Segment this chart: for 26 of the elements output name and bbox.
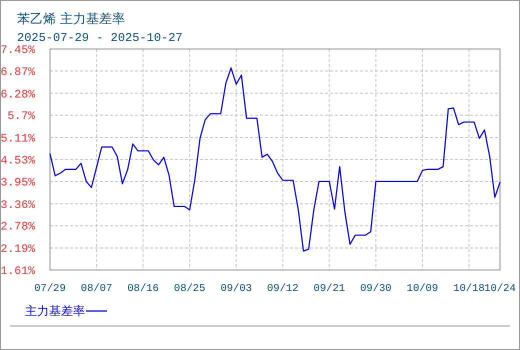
x-tick-label: 09/21 <box>314 283 346 295</box>
x-tick-label: 08/07 <box>80 283 112 295</box>
chart-subtitle: 2025-07-29 - 2025-10-27 <box>17 31 183 45</box>
x-tick-label: 10/09 <box>406 283 438 295</box>
x-tick-label: 09/03 <box>220 283 252 295</box>
y-tick-label: 5.11% <box>0 132 36 146</box>
x-tick-label: 08/25 <box>174 283 206 295</box>
chart-title: 苯乙烯 主力基差率 <box>17 11 126 27</box>
x-tick-label: 09/30 <box>360 283 392 295</box>
x-tick-label: 08/16 <box>127 283 159 295</box>
y-tick-label: 3.95% <box>0 176 36 190</box>
x-tick-label: 10/24 <box>484 283 516 295</box>
x-tick-label: 07/29 <box>34 283 66 295</box>
line-series <box>49 67 501 252</box>
y-tick-label: 6.28% <box>0 88 36 102</box>
y-tick-label: 6.87% <box>0 66 36 79</box>
x-tick-label: 09/12 <box>267 283 299 295</box>
y-tick-label: 7.45% <box>0 44 36 57</box>
y-tick-label: 2.78% <box>0 220 36 234</box>
y-tick-label: 5.7% <box>7 110 36 124</box>
legend-label: 主力基差率 <box>25 304 85 318</box>
y-tick-label: 2.19% <box>0 243 36 256</box>
y-tick-label: 3.36% <box>0 198 36 212</box>
y-tick-label: 4.53% <box>0 154 36 168</box>
y-tick-label: 1.61% <box>0 265 36 278</box>
x-tick-label: 10/18 <box>453 283 485 295</box>
